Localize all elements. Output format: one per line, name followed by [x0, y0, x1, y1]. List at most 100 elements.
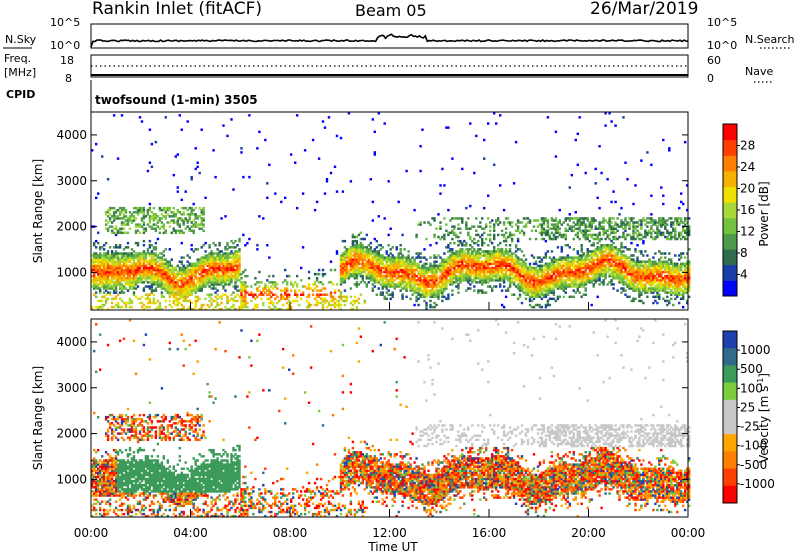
power-cell	[415, 233, 418, 237]
power-cell	[95, 196, 98, 200]
power-cell	[122, 260, 126, 263]
power-cell	[130, 281, 134, 284]
power-cell	[433, 279, 436, 282]
power-cell	[102, 295, 106, 299]
power-cell	[305, 295, 309, 299]
power-cell	[268, 256, 271, 259]
power-cell	[178, 114, 181, 117]
power-cell	[343, 264, 347, 268]
power-cell	[315, 277, 319, 280]
power-cell	[548, 303, 552, 307]
power-cell	[427, 268, 430, 272]
power-cell	[260, 293, 263, 296]
power-cell	[365, 250, 368, 253]
power-cell	[198, 268, 201, 272]
power-cell	[550, 217, 554, 220]
power-cell	[425, 258, 428, 261]
power-cell	[266, 297, 269, 301]
power-cell	[437, 281, 440, 284]
power-cell	[359, 272, 363, 276]
power-cell	[214, 281, 217, 284]
power-cell	[459, 260, 462, 263]
power-cell	[95, 142, 98, 146]
power-cell	[467, 270, 470, 274]
power-cell	[150, 264, 154, 268]
power-cell	[564, 233, 567, 237]
power-cell	[355, 258, 359, 261]
power-cell	[126, 219, 130, 222]
power-cell	[180, 279, 183, 282]
power-cell	[401, 281, 404, 284]
power-cell	[339, 293, 343, 296]
power-cell	[485, 262, 488, 266]
power-cell	[138, 116, 142, 119]
power-cell	[284, 297, 287, 301]
power-cell	[266, 279, 269, 282]
power-cell	[126, 221, 130, 224]
power-cell	[95, 295, 98, 299]
power-cell	[469, 283, 472, 286]
power-cell	[158, 285, 162, 288]
power-cell	[500, 289, 504, 292]
power-cell	[240, 307, 243, 311]
power-cell	[546, 303, 550, 307]
power-cell	[473, 285, 476, 288]
power-cell	[568, 279, 571, 282]
power-cell	[491, 277, 494, 280]
power-cell	[477, 272, 480, 276]
power-cell	[134, 277, 138, 280]
power-cell	[196, 299, 199, 303]
power-cell	[520, 266, 524, 270]
power-cell	[357, 266, 361, 270]
power-cell	[487, 266, 490, 270]
power-cell	[122, 287, 126, 290]
power-cell	[552, 291, 556, 294]
power-cell	[286, 307, 289, 311]
power-cell	[538, 256, 542, 259]
power-cell	[194, 295, 197, 299]
power-cell	[124, 262, 128, 266]
power-cell	[359, 256, 363, 259]
power-cell	[154, 258, 158, 261]
power-cell	[493, 266, 496, 270]
power-cell	[142, 221, 146, 224]
power-cell	[112, 264, 116, 268]
power-cell	[230, 277, 233, 280]
power-cell	[355, 254, 359, 257]
power-cell	[572, 279, 575, 282]
power-cell	[367, 272, 370, 276]
power-cell	[532, 219, 536, 222]
power-cell	[146, 274, 150, 278]
power-cell	[152, 279, 156, 282]
power-cell	[564, 283, 567, 286]
power-cell	[471, 260, 474, 263]
power-cell	[497, 219, 500, 222]
power-cell	[483, 274, 486, 278]
power-cell	[449, 279, 452, 282]
power-cell	[377, 272, 380, 276]
power-cell	[520, 301, 524, 305]
power-cell	[463, 254, 466, 257]
power-cell	[345, 272, 349, 276]
power-cell	[180, 270, 183, 274]
power-cell	[572, 266, 575, 270]
power-cell	[148, 219, 152, 222]
power-cell	[343, 246, 347, 249]
power-cell	[190, 264, 193, 268]
power-cell	[208, 252, 211, 255]
power-cell	[495, 219, 498, 222]
power-cell	[500, 233, 504, 237]
power-cell	[506, 254, 510, 257]
power-cell	[206, 262, 209, 266]
power-cell	[453, 258, 456, 261]
power-cell	[536, 303, 540, 307]
power-cell	[373, 274, 376, 278]
power-cell	[208, 277, 211, 280]
power-cell	[138, 258, 142, 261]
power-cell	[365, 233, 368, 237]
power-cell	[546, 231, 550, 235]
power-cell	[564, 227, 567, 230]
power-cell	[512, 233, 516, 237]
power-cell	[200, 208, 203, 212]
power-cell	[445, 270, 448, 274]
